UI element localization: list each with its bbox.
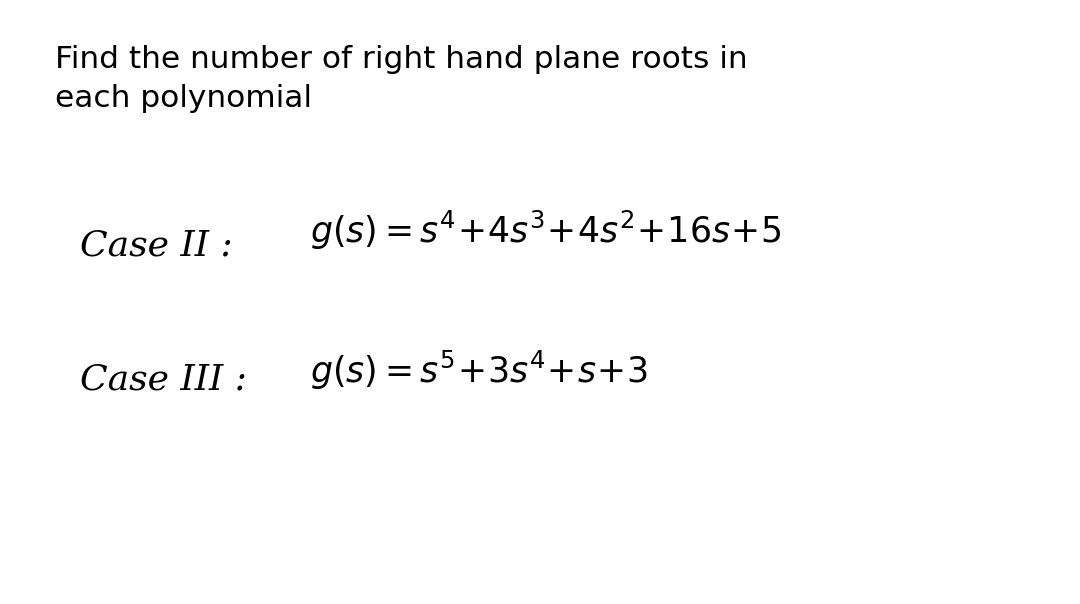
Text: Case III :: Case III : — [80, 363, 247, 397]
Text: Find the number of right hand plane roots in
each polynomial: Find the number of right hand plane root… — [55, 45, 747, 114]
Text: $\mathit{g(s) = s^4\!+\!4s^3\!+\!4s^2\!+\!16s\!+\!5}$: $\mathit{g(s) = s^4\!+\!4s^3\!+\!4s^2\!+… — [310, 208, 782, 252]
Text: $\mathit{g(s) = s^5\!+\!3s^4\!+\!s\!+\!3}$: $\mathit{g(s) = s^5\!+\!3s^4\!+\!s\!+\!3… — [310, 349, 648, 391]
Text: Case II :: Case II : — [80, 228, 232, 262]
